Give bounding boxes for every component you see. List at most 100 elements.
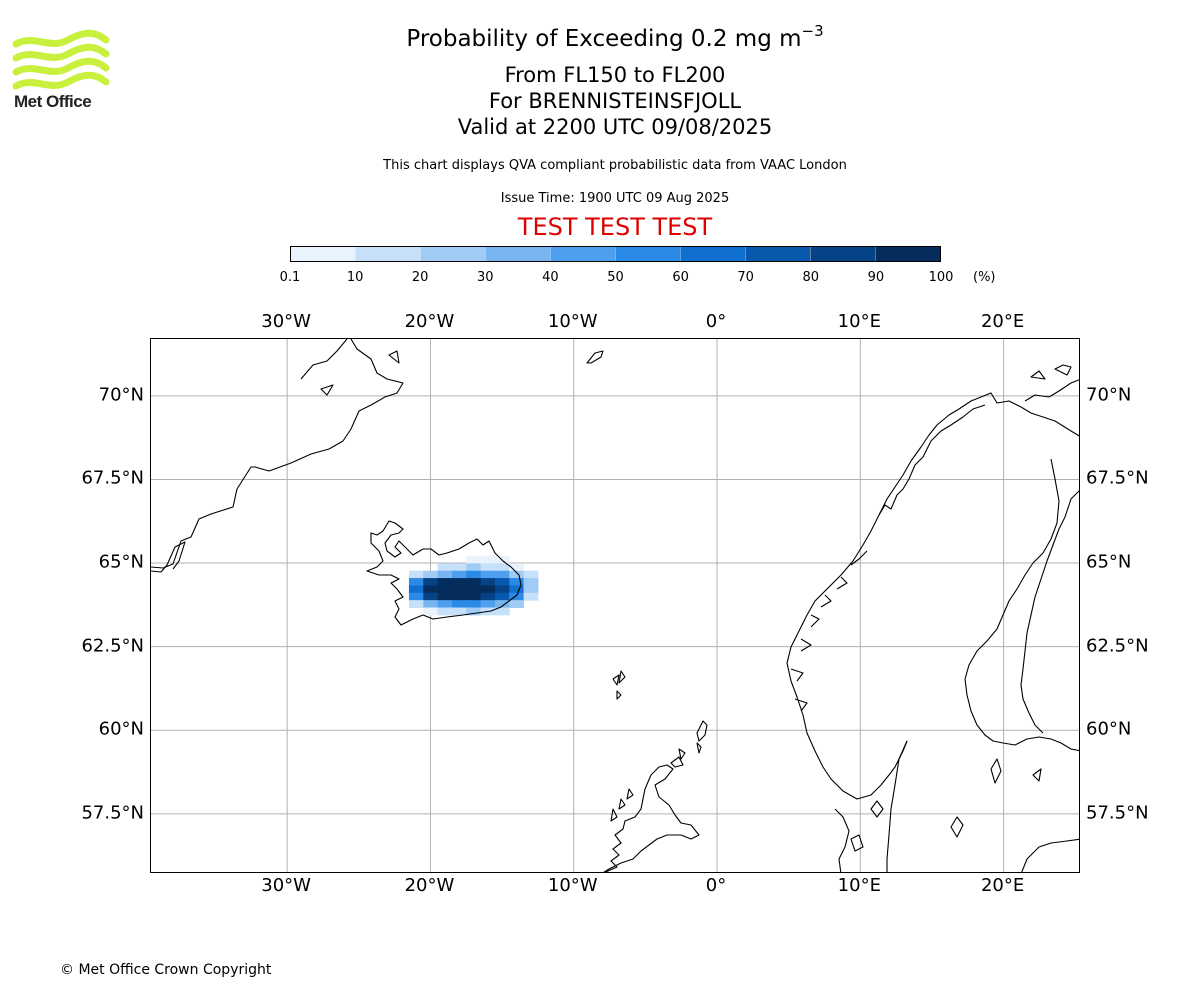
probability-cell (466, 570, 482, 579)
colorbar-segment (420, 247, 485, 261)
probability-cell (494, 563, 510, 572)
colorbar-tick-label: 90 (867, 270, 885, 285)
test-banner: TEST TEST TEST (517, 213, 713, 241)
colorbar-segment (485, 247, 550, 261)
latitude-label-right: 70°N (1086, 384, 1132, 406)
probability-cell (408, 578, 424, 586)
issue-time: Issue Time: 1900 UTC 09 Aug 2025 (500, 191, 730, 206)
valid-time: Valid at 2200 UTC 09/08/2025 (457, 115, 773, 139)
probability-cell (480, 556, 496, 564)
probability-cell (509, 600, 525, 609)
probability-cell (423, 600, 439, 609)
probability-cell (480, 600, 496, 609)
probability-cell (466, 585, 482, 594)
probability-cell (423, 607, 439, 616)
latitude-label-right: 62.5°N (1086, 635, 1149, 657)
colorbar-segment (550, 247, 615, 261)
colorbar-segment (291, 247, 355, 261)
longitude-label-top: 20°W (404, 311, 455, 332)
colorbar-tick-label: 10 (346, 270, 364, 285)
probability-cell (480, 563, 496, 572)
probability-cell (509, 585, 525, 594)
probability-cell (451, 600, 467, 609)
latitude-label-right: 60°N (1086, 718, 1132, 740)
colorbar-segment (810, 247, 875, 261)
met-office-logo (12, 29, 110, 90)
probability-cell (466, 556, 482, 564)
coastline-finland (1020, 490, 1079, 734)
longitude-label-top: 10°E (837, 311, 881, 332)
coastline-greenland-islands (320, 350, 400, 396)
probability-cell (437, 592, 453, 601)
longitude-label-bottom: 10°E (837, 875, 881, 896)
longitude-label-bottom: 20°W (404, 875, 455, 896)
probability-cell (437, 607, 453, 616)
probability-cell (523, 570, 539, 579)
probability-field (408, 556, 539, 616)
latitude-label-right: 67.5°N (1086, 467, 1149, 489)
probability-cell (494, 578, 510, 586)
probability-cell (408, 585, 424, 594)
coastline-iceland (366, 520, 522, 626)
latitude-label-left: 67.5°N (81, 467, 144, 489)
latitude-label-left: 70°N (98, 384, 144, 406)
coastline-shetland (696, 720, 708, 754)
colorbar-segment (355, 247, 420, 261)
coastline-estonia (1021, 838, 1079, 872)
coastline-gulf-of-bothnia (964, 458, 1079, 752)
probability-cell (408, 592, 424, 601)
chart-title: Probability of Exceeding 0.2 mg m−3 (406, 22, 824, 53)
coastline-faroe-islands (612, 670, 626, 700)
colorbar-tick-label: 20 (411, 270, 429, 285)
probability-cell (509, 570, 525, 579)
probability-cell (423, 592, 439, 601)
probability-cell (437, 585, 453, 594)
probability-cell (408, 600, 424, 609)
logo-wave (12, 71, 110, 90)
coastline-baltic-islands (950, 758, 1042, 838)
longitude-label-bottom: 20°E (980, 875, 1025, 896)
probability-cell (451, 578, 467, 586)
probability-cell (451, 563, 467, 572)
latitude-label-left: 62.5°N (81, 635, 144, 657)
coastline-norway (786, 392, 1079, 800)
coastline-scotland (603, 764, 700, 872)
probability-cell (494, 570, 510, 579)
probability-cell (466, 563, 482, 572)
probability-cell (423, 585, 439, 594)
probability-cell (509, 592, 525, 601)
probability-cell (437, 600, 453, 609)
longitude-label-top: 10°W (547, 311, 598, 332)
latitude-label-left: 65°N (98, 551, 144, 573)
graticule (151, 339, 1079, 872)
probability-cell (423, 570, 439, 579)
probability-cell (451, 607, 467, 616)
probability-cell (480, 578, 496, 586)
map-panel[interactable] (150, 338, 1080, 873)
latitude-label-left: 57.5°N (81, 802, 144, 824)
probability-cell (480, 585, 496, 594)
coastline-denmark (834, 800, 884, 872)
probability-cell (480, 592, 496, 601)
probability-cell (466, 592, 482, 601)
coastline-norway-fjords (790, 404, 986, 712)
colorbar-unit: (%) (973, 270, 996, 285)
flight-level-range: From FL150 to FL200 (504, 63, 726, 87)
latitude-label-left: 60°N (98, 718, 144, 740)
probability-cell (494, 607, 510, 616)
coastline-barents (1024, 364, 1079, 402)
longitude-label-bottom: 10°W (547, 875, 598, 896)
coastlines (151, 339, 1079, 872)
probability-cell (437, 563, 453, 572)
colorbar-tick-label: 30 (477, 270, 494, 285)
colorbar-segment (875, 247, 940, 261)
coastline-jan-mayen (586, 350, 604, 364)
longitude-label-top: 30°W (261, 311, 311, 332)
coastline-orkney (670, 748, 686, 768)
colorbar-tick-label: 0.1 (279, 270, 301, 285)
probability-cell (451, 570, 467, 579)
probability-cell (466, 578, 482, 586)
latitude-label-right: 65°N (1086, 551, 1132, 573)
logo-wave (12, 57, 110, 76)
colorbar-tick-label: 70 (737, 270, 754, 285)
